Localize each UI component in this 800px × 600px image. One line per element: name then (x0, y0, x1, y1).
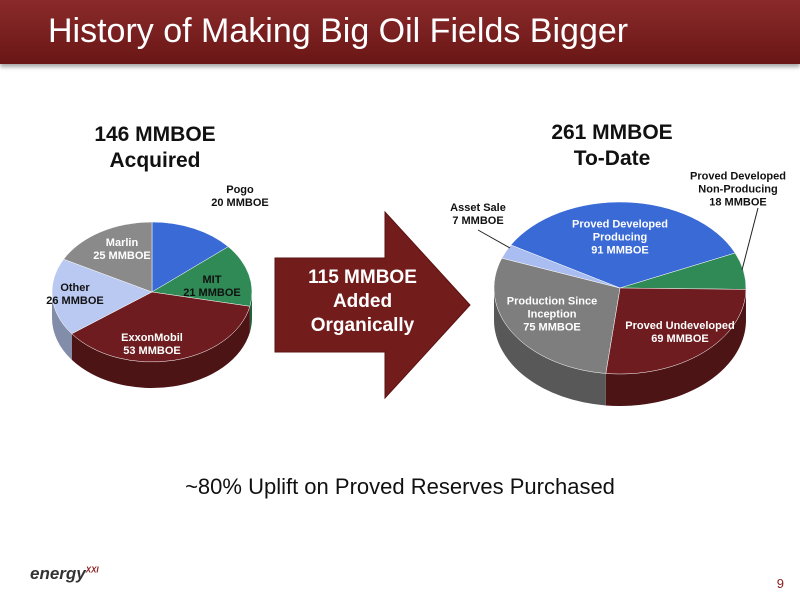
slice-value-label: 7 MMBOE (452, 215, 504, 227)
leader-line (741, 207, 759, 271)
slice-label: Production Since Inception 75 MMBOE (502, 296, 602, 335)
slice-label: Other 26 MMBOE (40, 282, 110, 308)
pie-title: 261 MMBOE To-Date (502, 120, 722, 172)
arrow-outline (274, 210, 471, 400)
slice-value-label: 53 MMBOE (123, 345, 181, 357)
pie-slice (510, 201, 736, 289)
pie-slice (63, 221, 153, 293)
pie-slice (501, 244, 621, 289)
slice-label: Proved Developed Non-Producing 18 MMBOE (683, 171, 793, 210)
slice-name: Production Since Inception (506, 295, 598, 321)
pie-slice (51, 258, 153, 335)
pie-title-line: 146 MMBOE (94, 123, 216, 146)
slice-name: Proved Developed Producing (572, 218, 668, 244)
footnote: ~80% Uplift on Proved Reserves Purchased (185, 474, 615, 499)
slice-name: Proved Developed Non-Producing (690, 170, 786, 196)
slice-value-label: 91 MMBOE (591, 244, 649, 257)
slice-label: Proved Undeveloped 69 MMBOE (625, 320, 735, 346)
pie-title-line: 261 MMBOE (551, 121, 673, 144)
page-number: 9 (776, 576, 784, 591)
slice-name: MIT (202, 274, 222, 286)
slice-name: Asset Sale (450, 202, 506, 214)
pie-slice (151, 221, 229, 293)
arrow-label: 115 MMBOE Added Organically (308, 267, 417, 336)
slice-label: Marlin 25 MMBOE (87, 237, 157, 263)
slice-name: ExxonMobil (121, 332, 183, 344)
slice-name: Pogo (226, 184, 254, 196)
slide-title: History of Making Big Oil Fields Bigger (48, 12, 629, 50)
logo: energyXXI (30, 564, 99, 584)
pie-slice (605, 287, 747, 375)
slice-value-label: 26 MMBOE (46, 295, 104, 307)
pie-side (52, 292, 72, 360)
slice-value-label: 75 MMBOE (523, 321, 581, 334)
pie-side (605, 289, 746, 406)
pie-subtitle: To-Date (573, 147, 651, 170)
slice-name: Marlin (105, 237, 139, 249)
slice-label: Asset Sale 7 MMBOE (443, 202, 513, 228)
slice-value-label: 69 MMBOE (651, 333, 709, 345)
pie-slice (71, 291, 251, 363)
pie-title: 146 MMBOE Acquired (45, 122, 265, 174)
logo-text: energy (30, 564, 86, 583)
pie-slice (493, 257, 621, 374)
slice-value-label: 21 MMBOE (183, 287, 241, 299)
pie-side (249, 292, 252, 333)
slice-label: Pogo 20 MMBOE (205, 184, 275, 210)
pie-subtitle: Acquired (109, 149, 201, 172)
leader-line (477, 229, 511, 249)
pie-slice (151, 246, 253, 307)
slice-name: Proved Undeveloped (625, 320, 735, 332)
logo-superscript: XXI (85, 565, 99, 575)
slice-value-label: 18 MMBOE (709, 196, 767, 209)
pie-side (494, 288, 606, 406)
title-bar: History of Making Big Oil Fields Bigger (0, 0, 800, 64)
slice-label: ExxonMobil 53 MMBOE (107, 332, 197, 358)
slice-name: Other (60, 282, 90, 294)
slice-label: Proved Developed Producing 91 MMBOE (565, 219, 675, 258)
pie-side (71, 306, 250, 389)
slice-value-label: 20 MMBOE (211, 197, 269, 209)
slice-value-label: 25 MMBOE (93, 250, 151, 262)
slice-label: MIT 21 MMBOE (177, 274, 247, 300)
